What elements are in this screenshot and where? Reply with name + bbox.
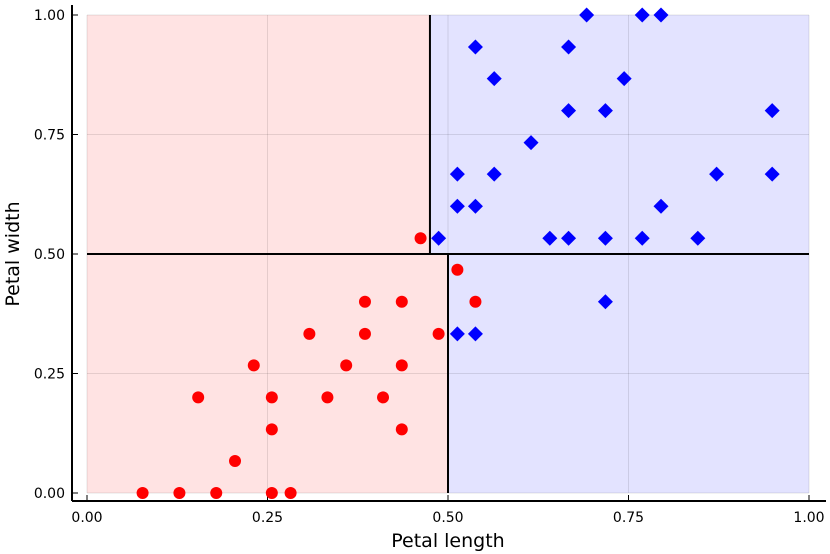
blue-diamond-point xyxy=(597,230,613,246)
x-tick-label: 0.00 xyxy=(71,510,102,526)
red-circle-point xyxy=(284,487,297,499)
blue-diamond-point xyxy=(449,326,465,342)
blue-diamond-point xyxy=(467,198,483,214)
red-circle-point xyxy=(340,359,353,372)
red-circle-point xyxy=(229,454,242,467)
red-circle-point xyxy=(414,232,427,245)
blue-diamond-point xyxy=(616,71,632,87)
blue-diamond-point xyxy=(431,230,447,246)
blue-diamond-point xyxy=(764,166,780,182)
y-tick-label: 0.25 xyxy=(34,367,65,383)
blue-diamond-point xyxy=(561,39,577,55)
blue-diamond-point xyxy=(579,7,595,23)
blue-diamond-point xyxy=(467,326,483,342)
blue-diamond-point xyxy=(486,71,502,87)
blue-diamond-point xyxy=(561,230,577,246)
red-circle-point xyxy=(265,391,278,404)
red-circle-point xyxy=(265,423,278,436)
data-points xyxy=(136,7,780,499)
red-circle-point xyxy=(303,327,316,340)
blue-diamond-point xyxy=(653,198,669,214)
blue-diamond-point xyxy=(634,7,650,23)
region-3 xyxy=(448,254,809,493)
x-axis-label: Petal length xyxy=(391,530,504,552)
red-circle-point xyxy=(377,391,390,404)
red-circle-point xyxy=(136,487,149,499)
red-circle-point xyxy=(395,359,408,372)
red-circle-point xyxy=(469,295,482,308)
red-circle-point xyxy=(358,295,371,308)
red-circle-point xyxy=(451,263,464,276)
x-tick-label: 0.75 xyxy=(613,510,644,526)
red-circle-point xyxy=(247,359,260,372)
blue-diamond-point xyxy=(523,135,539,151)
blue-diamond-point xyxy=(597,103,613,119)
red-circle-point xyxy=(192,391,205,404)
blue-diamond-point xyxy=(449,166,465,182)
blue-diamond-point xyxy=(542,230,558,246)
y-axis-label: Petal width xyxy=(2,201,24,306)
blue-diamond-point xyxy=(653,7,669,23)
decision-boundaries xyxy=(87,15,809,493)
y-tick-label: 1.00 xyxy=(34,8,65,24)
blue-diamond-point xyxy=(467,39,483,55)
region-0 xyxy=(87,15,430,254)
region-1 xyxy=(429,15,809,254)
x-tick-label: 1.00 xyxy=(793,510,824,526)
y-tick-label: 0.75 xyxy=(34,128,65,144)
blue-diamond-point xyxy=(486,166,502,182)
decision-regions xyxy=(87,15,809,493)
x-tick-labels: 0.00 0.25 0.50 0.75 1.00 xyxy=(71,510,824,526)
red-circle-point xyxy=(395,295,408,308)
region-2 xyxy=(87,254,448,493)
x-tick-label: 0.25 xyxy=(252,510,283,526)
red-circle-point xyxy=(395,423,408,436)
x-tick-label: 0.50 xyxy=(432,510,463,526)
red-circle-point xyxy=(173,487,186,499)
blue-diamond-point xyxy=(449,198,465,214)
blue-diamond-point xyxy=(561,103,577,119)
blue-diamond-point xyxy=(597,294,613,310)
red-circle-point xyxy=(321,391,334,404)
red-circle-point xyxy=(265,487,278,499)
blue-diamond-point xyxy=(709,166,725,182)
red-circle-point xyxy=(358,327,371,340)
blue-diamond-point xyxy=(690,230,706,246)
y-tick-labels: 0.00 0.25 0.50 0.75 1.00 xyxy=(34,8,65,502)
y-tick-label: 0.50 xyxy=(34,247,65,263)
red-circle-point xyxy=(210,487,223,499)
y-tick-label: 0.00 xyxy=(34,486,65,502)
red-circle-point xyxy=(432,327,445,340)
blue-diamond-point xyxy=(764,103,780,119)
blue-diamond-point xyxy=(634,230,650,246)
